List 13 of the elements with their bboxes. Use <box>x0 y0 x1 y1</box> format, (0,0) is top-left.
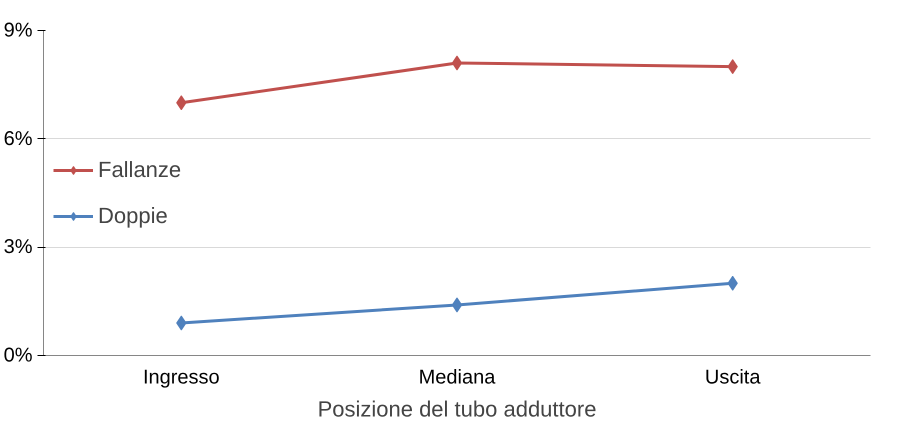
y-tick-label: 6% <box>4 128 33 150</box>
x-axis-title: Posizione del tubo adduttore <box>318 396 596 422</box>
legend-label: Doppie <box>98 202 168 228</box>
point <box>176 316 186 330</box>
x-tick-label: Ingresso <box>142 366 220 388</box>
y-tick-label: 3% <box>4 236 33 258</box>
legend-label: Fallanze <box>98 156 182 182</box>
y-tick-label: 9% <box>4 20 33 42</box>
point <box>452 297 462 312</box>
y-tick-label: 0% <box>4 344 33 366</box>
x-tick-label: Mediana <box>418 366 496 388</box>
x-tick-label: Uscita <box>704 366 762 388</box>
point <box>452 56 462 70</box>
